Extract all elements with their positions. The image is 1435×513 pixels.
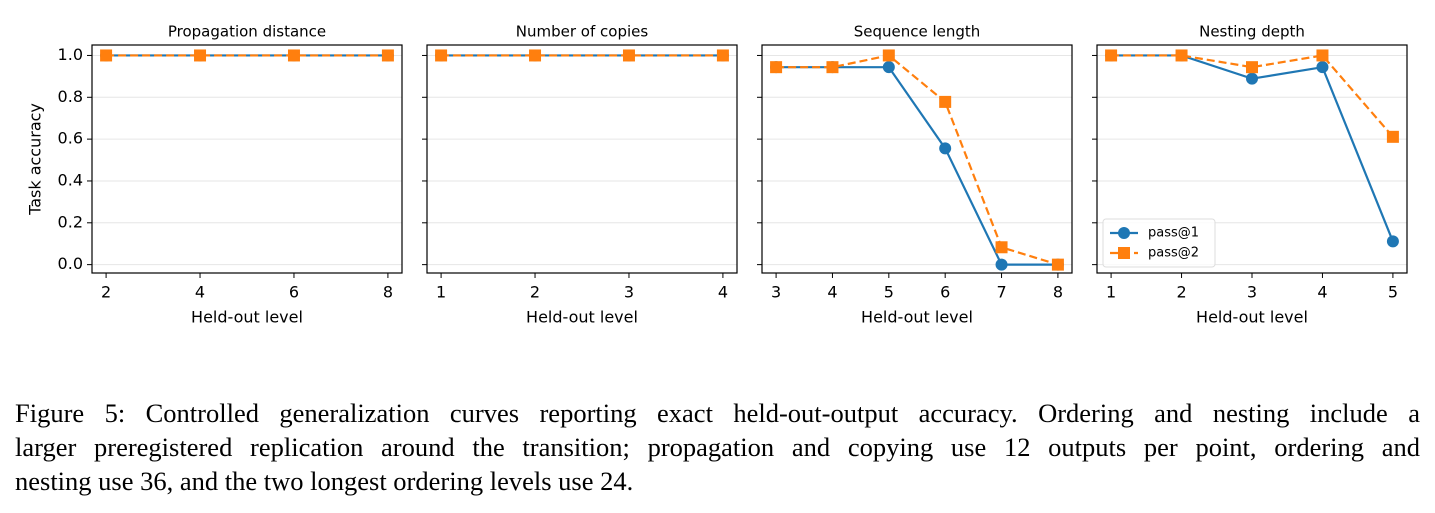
y-tick-label: 0.2 <box>58 212 83 231</box>
marker <box>100 49 113 62</box>
marker <box>1386 130 1399 143</box>
y-tick-label: 0.0 <box>58 254 83 273</box>
x-tick-label: 3 <box>1247 283 1257 302</box>
x-tick-label: 6 <box>289 283 299 302</box>
figure: Propagation distance 0.0 0.2 0.4 0.6 0.8 1.0 2 4… <box>26 23 1408 327</box>
marker <box>1316 61 1329 74</box>
x-tick-label: 3 <box>624 283 634 302</box>
x-tick-label: 5 <box>1388 283 1398 302</box>
panel-title: Nesting depth <box>1199 23 1305 41</box>
marker <box>882 49 895 62</box>
x-tick-label: 4 <box>718 283 728 302</box>
x-tick-label: 5 <box>884 283 894 302</box>
caption-line: larger preregistered replication around … <box>15 432 1420 462</box>
x-tick-label: 4 <box>827 283 837 302</box>
marker <box>995 258 1008 271</box>
plot-frame <box>426 44 738 274</box>
legend-label: pass@2 <box>1148 246 1199 261</box>
x-axis-label: Held-out level <box>1196 308 1308 327</box>
plot-frame <box>761 44 1073 274</box>
legend-label: pass@1 <box>1148 226 1199 241</box>
marker <box>939 142 952 155</box>
x-axis-label: Held-out level <box>861 308 973 327</box>
panel-title: Sequence length <box>854 23 981 41</box>
marker <box>1105 49 1118 62</box>
marker <box>287 49 300 62</box>
marker <box>1316 49 1329 62</box>
marker <box>1175 49 1188 62</box>
marker <box>1051 258 1064 271</box>
x-tick-label: 1 <box>1106 283 1116 302</box>
x-tick-label: 2 <box>530 283 540 302</box>
marker <box>435 49 448 62</box>
marker <box>622 49 635 62</box>
panel-title: Number of copies <box>516 23 649 41</box>
marker <box>939 95 952 108</box>
x-tick-label: 8 <box>1053 283 1063 302</box>
marker <box>529 49 542 62</box>
legend-marker <box>1118 227 1130 239</box>
y-tick-label: 0.4 <box>58 170 83 189</box>
panel-title: Propagation distance <box>168 23 326 41</box>
y-tick-label: 0.8 <box>58 87 83 106</box>
x-tick-label: 4 <box>195 283 205 302</box>
marker <box>381 49 394 62</box>
x-tick-label: 1 <box>436 283 446 302</box>
marker <box>1246 61 1258 74</box>
y-axis-label: Task accuracy <box>26 103 45 216</box>
x-tick-label: 4 <box>1317 283 1327 302</box>
x-tick-label: 6 <box>940 283 950 302</box>
x-tick-label: 2 <box>101 283 111 302</box>
y-tick-label: 0.6 <box>58 129 83 148</box>
marker <box>882 61 895 74</box>
caption-line: Figure 5: Controlled generalization curv… <box>15 398 1420 428</box>
y-tick-label: 1.0 <box>58 45 83 64</box>
x-axis-label: Held-out level <box>191 308 303 327</box>
plot-frame <box>91 44 403 274</box>
x-tick-label: 7 <box>996 283 1006 302</box>
caption: Figure 5: Controlled generalization curv… <box>15 396 1420 498</box>
series-line <box>776 66 1058 266</box>
legend-marker <box>1118 247 1130 259</box>
x-tick-label: 2 <box>1176 283 1186 302</box>
plot-frame <box>1096 44 1408 274</box>
marker <box>1386 235 1399 248</box>
marker <box>770 61 783 74</box>
caption-line: nesting use 36, and the two longest orde… <box>15 466 634 496</box>
x-axis-label: Held-out level <box>526 308 638 327</box>
marker <box>194 49 207 62</box>
marker <box>1246 72 1258 85</box>
marker <box>995 241 1008 254</box>
legend-box <box>1102 218 1216 268</box>
series-line <box>776 54 1059 266</box>
x-tick-label: 8 <box>383 283 393 302</box>
marker <box>716 49 729 62</box>
marker <box>826 61 839 74</box>
x-tick-label: 3 <box>771 283 781 302</box>
